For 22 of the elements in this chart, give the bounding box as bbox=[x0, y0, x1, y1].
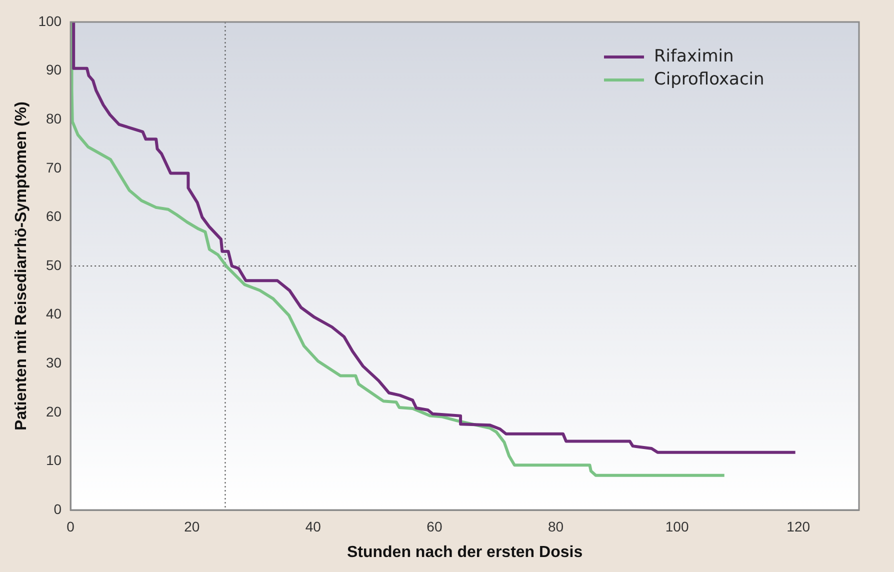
y-tick-label: 30 bbox=[46, 354, 62, 370]
y-tick-label: 70 bbox=[46, 159, 62, 176]
x-tick-label: 20 bbox=[184, 518, 200, 534]
x-axis-title: Stunden nach der ersten Dosis bbox=[346, 544, 583, 561]
y-tick-label: 90 bbox=[46, 62, 62, 78]
y-tick-label: 0 bbox=[54, 500, 62, 517]
x-tick-label: 80 bbox=[548, 518, 564, 534]
y-tick-label: 80 bbox=[46, 110, 62, 126]
x-tick-label: 100 bbox=[665, 518, 689, 534]
y-tick-label: 50 bbox=[46, 256, 62, 273]
y-tick-label: 40 bbox=[46, 306, 62, 322]
x-tick-label: 60 bbox=[426, 518, 442, 534]
y-axis-title: Patienten mit Reisediarrhö-Symptomen (%) bbox=[13, 102, 30, 430]
y-tick-label: 60 bbox=[46, 208, 62, 224]
y-tick-label: 100 bbox=[38, 12, 62, 29]
y-tick-label: 20 bbox=[46, 403, 62, 420]
x-tick-label: 40 bbox=[305, 518, 322, 534]
legend-label: Ciprofloxacin bbox=[654, 69, 764, 90]
legend-label: Rifaximin bbox=[654, 46, 734, 66]
y-tick-label: 10 bbox=[46, 452, 62, 468]
x-tick-label: 120 bbox=[786, 518, 810, 534]
x-tick-label: 0 bbox=[66, 518, 75, 534]
